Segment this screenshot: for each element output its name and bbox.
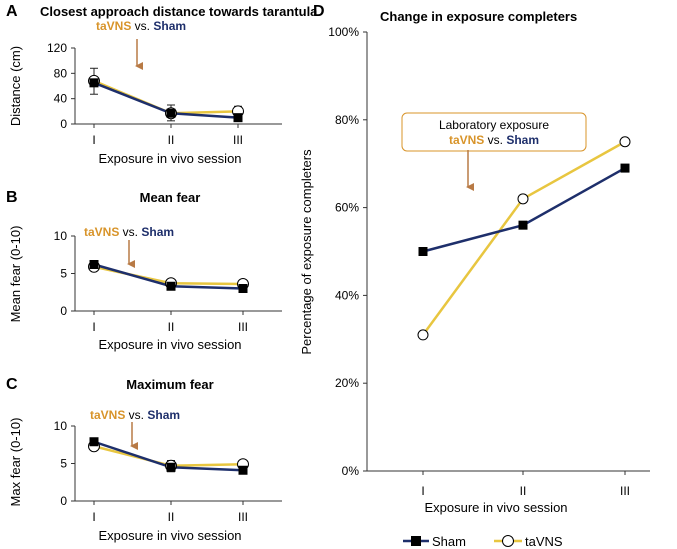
panel-a-title: Closest approach distance towards tarant… (40, 4, 318, 19)
point-tavns (517, 193, 529, 205)
y-tick-label: 0 (60, 304, 67, 318)
annotation-label: taVNS vs. Sham (96, 19, 186, 33)
annotation-label: taVNS vs. Sham (449, 133, 539, 147)
y-tick-label: 80% (335, 113, 359, 127)
y-tick-label: 80 (54, 66, 68, 80)
legend-sham-label: Sham (432, 534, 466, 549)
panel-b-ylabel: Mean fear (0-10) (8, 226, 23, 323)
point-sham (166, 462, 176, 472)
y-tick-label: 0 (60, 494, 67, 508)
panel-d-title: Change in exposure completers (380, 9, 577, 24)
x-tick-label: II (168, 133, 175, 147)
x-tick-label: II (520, 484, 527, 498)
y-tick-label: 40 (54, 92, 68, 106)
point-tavns (619, 136, 631, 148)
y-tick-label: 20% (335, 376, 359, 390)
x-tick-label: I (92, 510, 95, 524)
point-sham (233, 113, 243, 123)
y-tick-label: 10 (54, 229, 68, 243)
annotation-label: taVNS vs. Sham (90, 408, 180, 422)
point-sham (89, 260, 99, 269)
y-tick-label: 0% (342, 464, 360, 478)
x-tick-label: II (168, 320, 175, 334)
point-sham (166, 108, 176, 118)
panel-a-ylabel: Distance (cm) (8, 46, 23, 126)
panel-b: B Mean fear Mean fear (0-10) Exposure in… (6, 189, 282, 352)
panel-d-letter: D (313, 3, 325, 20)
panel-a-letter: A (6, 3, 18, 20)
y-tick-label: 60% (335, 201, 359, 215)
panel-c-title: Maximum fear (126, 377, 213, 392)
point-sham (518, 220, 528, 230)
annotation-box (401, 112, 587, 152)
x-tick-label: III (238, 510, 248, 524)
panel-c-xlabel: Exposure in vivo session (98, 528, 241, 543)
y-tick-label: 10 (54, 419, 68, 433)
x-tick-label: III (238, 320, 248, 334)
panel-a: A Closest approach distance towards tara… (6, 3, 318, 166)
legend-tavns-marker (502, 535, 514, 547)
y-tick-label: 100% (328, 25, 359, 39)
point-sham (238, 465, 248, 475)
point-tavns (417, 329, 429, 341)
panel-b-letter: B (6, 189, 18, 206)
y-tick-label: 40% (335, 288, 359, 302)
point-sham (89, 437, 99, 447)
panel-b-title: Mean fear (140, 190, 201, 205)
point-sham (89, 78, 99, 88)
panel-b-xlabel: Exposure in vivo session (98, 337, 241, 352)
y-tick-label: 5 (60, 267, 67, 281)
legend-tavns-label: taVNS (525, 534, 563, 549)
series-line-tavns (421, 140, 626, 336)
x-tick-label: I (421, 484, 424, 498)
x-tick-label: II (168, 510, 175, 524)
series-line-tavns (93, 79, 239, 115)
x-tick-label: III (233, 133, 243, 147)
x-tick-label: I (92, 133, 95, 147)
point-sham (238, 284, 248, 293)
point-sham (166, 281, 176, 291)
series-line-sham (422, 166, 626, 253)
annotation-label: taVNS vs. Sham (84, 225, 174, 239)
point-sham (620, 163, 630, 173)
x-tick-label: I (92, 320, 95, 334)
panel-a-xlabel: Exposure in vivo session (98, 151, 241, 166)
panel-d-xlabel: Exposure in vivo session (424, 500, 567, 515)
y-tick-label: 5 (60, 457, 67, 471)
y-tick-label: 120 (47, 41, 67, 55)
x-tick-label: III (620, 484, 630, 498)
panel-c-letter: C (6, 376, 18, 393)
panel-c: C Maximum fear Max fear (0-10) Exposure … (6, 376, 282, 543)
annotation-line1: Laboratory exposure (439, 118, 549, 132)
y-tick-label: 0 (60, 117, 67, 131)
legend-sham-marker (411, 536, 421, 546)
panel-d-ylabel: Percentage of exposure completers (299, 149, 314, 355)
legend: Sham taVNS (403, 534, 563, 549)
point-sham (418, 247, 428, 256)
panel-d: D Change in exposure completers Percenta… (299, 3, 650, 549)
panel-c-ylabel: Max fear (0-10) (8, 418, 23, 507)
